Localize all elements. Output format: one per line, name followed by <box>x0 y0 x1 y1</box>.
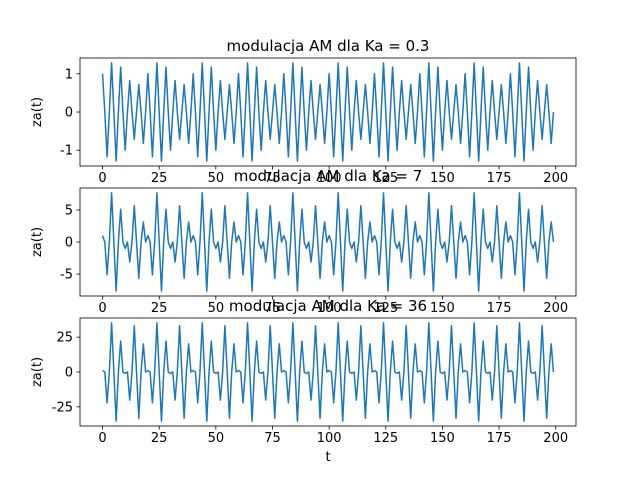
x-tick-label: 200 <box>543 301 568 316</box>
y-tick-label: 25 <box>56 331 73 346</box>
x-tick-label: 0 <box>98 431 106 446</box>
x-tick-label: 75 <box>264 171 281 186</box>
axes-title: modulacja AM dla Ka = 0.3 <box>227 37 430 55</box>
x-tick-label: 75 <box>264 301 281 316</box>
x-tick-label: 0 <box>98 171 106 186</box>
x-tick-label: 175 <box>487 431 512 446</box>
x-tick-label: 175 <box>487 301 512 316</box>
y-tick-label: 0 <box>65 106 73 121</box>
x-tick-label: 200 <box>543 171 568 186</box>
axes-title: modulacja AM dla Ka = 36 <box>229 297 427 315</box>
y-tick-label: -1 <box>60 144 73 159</box>
x-tick-label: 25 <box>151 171 168 186</box>
x-tick-label: 200 <box>543 431 568 446</box>
x-tick-label: 125 <box>373 301 398 316</box>
x-tick-label: 175 <box>487 171 512 186</box>
x-tick-label: 25 <box>151 301 168 316</box>
signal-line <box>101 192 555 292</box>
x-tick-label: 0 <box>98 301 106 316</box>
x-tick-label: 100 <box>317 431 342 446</box>
y-axis-label: za(t) <box>30 227 45 257</box>
y-axis-label: za(t) <box>30 97 45 127</box>
x-tick-label: 150 <box>430 301 455 316</box>
y-tick-label: -5 <box>60 268 73 283</box>
axes-title: modulacja AM dla Ka = 7 <box>234 167 423 185</box>
x-tick-label: 25 <box>151 431 168 446</box>
x-tick-label: 150 <box>430 431 455 446</box>
x-tick-label: 50 <box>208 171 225 186</box>
x-tick-label: 125 <box>373 431 398 446</box>
x-tick-label: 125 <box>373 171 398 186</box>
signal-line <box>102 322 555 422</box>
y-tick-label: 0 <box>65 366 73 381</box>
y-tick-label: 0 <box>65 236 73 251</box>
y-axis-label: za(t) <box>30 357 45 387</box>
signal-line <box>101 62 555 162</box>
y-tick-label: -25 <box>52 400 73 415</box>
x-tick-label: 50 <box>208 431 225 446</box>
x-tick-label: 100 <box>317 301 342 316</box>
y-tick-label: 5 <box>65 203 73 218</box>
x-tick-label: 50 <box>208 301 225 316</box>
x-axis-label: t <box>325 450 330 465</box>
x-tick-label: 150 <box>430 171 455 186</box>
x-tick-label: 100 <box>317 171 342 186</box>
y-tick-label: 1 <box>65 67 73 82</box>
x-tick-label: 75 <box>264 431 281 446</box>
